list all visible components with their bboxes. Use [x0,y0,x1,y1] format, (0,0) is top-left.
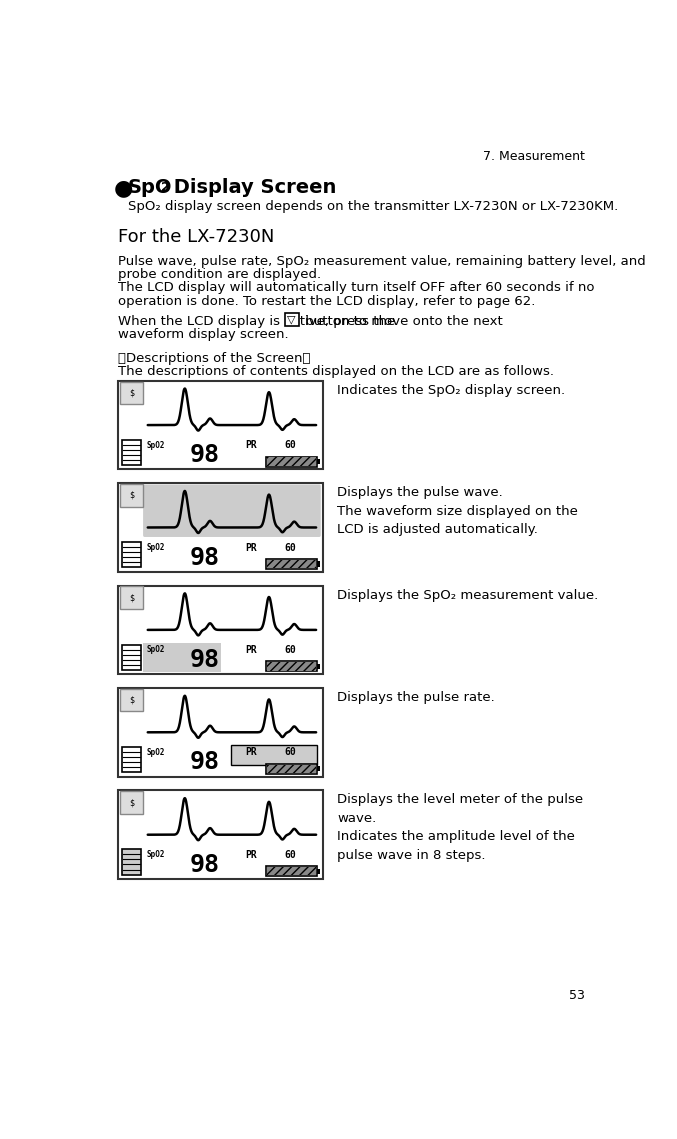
Bar [266,764,317,773]
Bar [317,869,320,874]
Text: probe condition are displayed.: probe condition are displayed. [118,269,321,281]
Text: button to move onto the next: button to move onto the next [301,316,502,328]
Bar [317,664,320,669]
Bar [120,484,143,507]
Text: Displays the pulse wave.
The waveform size displayed on the
LCD is adjusted auto: Displays the pulse wave. The waveform si… [337,486,578,536]
Text: 98: 98 [189,853,219,877]
Bar [120,689,143,712]
Bar [317,767,320,771]
Text: $: $ [129,696,134,705]
Text: 7. Measurement: 7. Measurement [483,149,584,163]
Text: SpO2: SpO2 [147,441,165,450]
Text: 60: 60 [284,747,297,757]
Bar [118,483,324,572]
Bar [145,793,320,843]
Text: 53: 53 [569,989,584,1002]
Text: Displays the pulse rate.: Displays the pulse rate. [337,691,495,704]
Text: PR: PR [246,440,257,450]
Bar [266,559,317,570]
Text: Indicates the SpO₂ display screen.: Indicates the SpO₂ display screen. [337,384,565,396]
Bar [122,440,141,465]
Bar [122,645,141,670]
Text: Display Screen: Display Screen [167,179,336,197]
Text: Pulse wave, pulse rate, SpO₂ measurement value, remaining battery level, and: Pulse wave, pulse rate, SpO₂ measurement… [118,255,646,269]
Text: PR: PR [246,850,257,860]
Bar [120,792,143,813]
Bar [266,662,317,672]
Bar [266,866,317,876]
Text: 60: 60 [284,542,297,552]
Text: The LCD display will automatically turn itself OFF after 60 seconds if no: The LCD display will automatically turn … [118,281,594,295]
Text: $: $ [129,798,134,808]
Text: ▽: ▽ [287,314,296,325]
Text: 60: 60 [284,645,297,655]
Text: 『Descriptions of the Screen』: 『Descriptions of the Screen』 [118,352,311,366]
Text: operation is done. To restart the LCD display, refer to page 62.: operation is done. To restart the LCD di… [118,295,536,308]
FancyBboxPatch shape [143,484,321,536]
Bar [284,313,299,326]
Bar [266,457,317,467]
Text: SpO2: SpO2 [147,543,165,552]
Bar [145,384,320,433]
Bar [317,459,320,464]
Bar [267,559,316,568]
Text: 98: 98 [189,443,219,467]
Text: 98: 98 [189,546,219,570]
Text: 2: 2 [160,181,169,194]
Bar [145,691,320,740]
Text: $: $ [129,388,134,398]
Text: For the LX-7230N: For the LX-7230N [118,228,274,246]
Bar [118,380,324,469]
Bar [118,790,324,879]
Text: waveform display screen.: waveform display screen. [118,328,288,342]
Bar [231,745,317,764]
Text: PR: PR [246,542,257,552]
Bar [267,457,316,466]
Bar [267,662,316,671]
Bar [145,589,320,638]
Bar [118,585,324,674]
Text: 98: 98 [189,648,219,672]
Bar [267,764,316,773]
Text: SpO2: SpO2 [147,646,165,655]
Bar [317,562,320,566]
Text: Displays the level meter of the pulse
wave.
Indicates the amplitude level of the: Displays the level meter of the pulse wa… [337,794,584,862]
Text: ●: ● [114,179,133,198]
Bar [118,688,324,777]
Text: PR: PR [246,747,257,757]
Bar [120,587,143,609]
Text: 60: 60 [284,850,297,860]
Text: SpO2: SpO2 [147,748,165,756]
Text: Displays the SpO₂ measurement value.: Displays the SpO₂ measurement value. [337,589,598,601]
Bar [122,542,141,567]
Bar [267,867,316,876]
Bar [120,382,143,404]
Text: PR: PR [246,645,257,655]
Text: $: $ [129,593,134,603]
Text: SpO2: SpO2 [147,850,165,859]
Bar [122,747,141,772]
Text: When the LCD display is active, press the: When the LCD display is active, press th… [118,316,399,328]
Text: The descriptions of contents displayed on the LCD are as follows.: The descriptions of contents displayed o… [118,366,554,378]
Bar [122,850,141,875]
Text: SpO: SpO [128,179,173,197]
Text: 98: 98 [189,751,219,775]
Text: SpO₂ display screen depends on the transmitter LX-7230N or LX-7230KM.: SpO₂ display screen depends on the trans… [128,199,618,213]
Bar [143,642,221,672]
Text: 60: 60 [284,440,297,450]
Text: $: $ [129,491,134,500]
